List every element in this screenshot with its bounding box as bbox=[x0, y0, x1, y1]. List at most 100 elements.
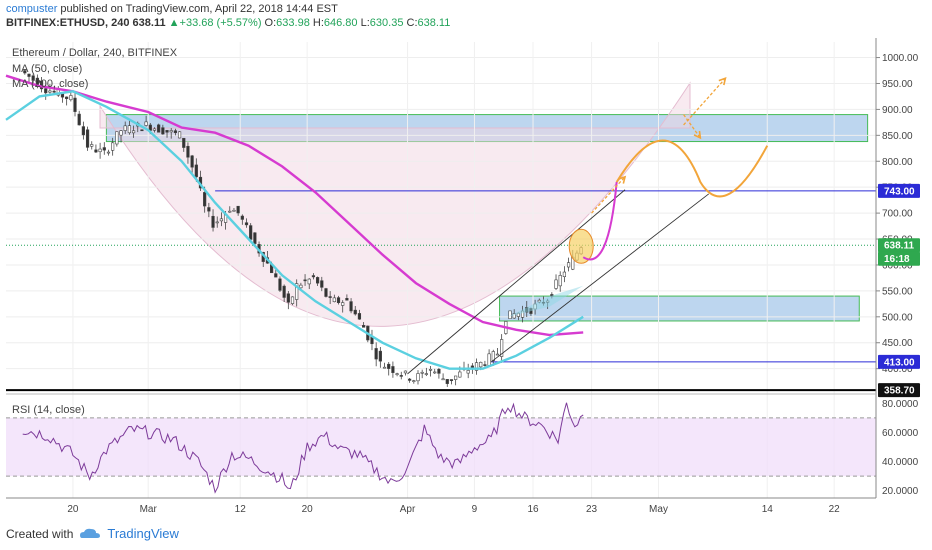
open-value: 633.98 bbox=[276, 17, 310, 29]
projection-orange bbox=[615, 139, 769, 198]
channel-upper-line bbox=[407, 189, 626, 375]
candle-body bbox=[236, 205, 240, 214]
candle-body bbox=[357, 313, 362, 320]
candle-body bbox=[341, 302, 345, 306]
rsi-line bbox=[22, 402, 584, 494]
candle-body bbox=[85, 129, 90, 148]
symbol-label: BITFINEX:ETHUSD, 240 bbox=[6, 17, 130, 29]
price-change: +33.68 (+5.57%) bbox=[179, 17, 262, 29]
candle-body bbox=[295, 283, 299, 300]
candle-body bbox=[382, 366, 387, 369]
price-tag-label-1: 16:18 bbox=[884, 254, 910, 265]
candle-body bbox=[48, 90, 52, 93]
candle-body bbox=[228, 210, 232, 213]
high-label: H: bbox=[312, 17, 324, 29]
candle-body bbox=[374, 348, 378, 360]
candle-body bbox=[194, 164, 198, 178]
candle-body bbox=[215, 221, 219, 224]
price-tick-label-10: 900.00 bbox=[882, 105, 913, 116]
time-tick-label-1: Mar bbox=[140, 504, 158, 515]
time-tick-label-5: 9 bbox=[472, 504, 478, 515]
candle-body bbox=[433, 371, 437, 374]
candle-body bbox=[182, 137, 186, 148]
author-link[interactable]: compuster bbox=[6, 3, 58, 15]
candle-body bbox=[332, 297, 336, 303]
projection-arrow-0 bbox=[591, 176, 626, 214]
time-tick-label-9: 14 bbox=[762, 504, 774, 515]
rsi-layer bbox=[6, 402, 876, 494]
candle-body bbox=[253, 232, 257, 244]
candle-body bbox=[69, 95, 73, 101]
price-tick-label-12: 1000.00 bbox=[882, 53, 919, 64]
projection-arrowhead-2 bbox=[693, 130, 702, 140]
price-tick-label-2: 500.00 bbox=[882, 312, 913, 323]
last-price: 638.11 bbox=[132, 17, 166, 29]
candle-body bbox=[249, 225, 253, 240]
price-tick-label-8: 800.00 bbox=[882, 157, 913, 168]
candle-body bbox=[353, 309, 357, 315]
price-tag-label-0: 638.11 bbox=[884, 241, 914, 252]
candle-body bbox=[278, 278, 282, 291]
candle-body bbox=[320, 280, 324, 288]
price-tag-bg-4 bbox=[878, 383, 920, 398]
price-tick-label-0: 400.00 bbox=[882, 364, 913, 375]
candle-body bbox=[161, 127, 165, 135]
candle-body bbox=[65, 96, 69, 100]
price-tag-bg-0 bbox=[878, 238, 920, 253]
candle-body bbox=[127, 125, 131, 134]
price-tag-bg-2 bbox=[878, 183, 920, 198]
channel-highlight bbox=[507, 285, 584, 317]
projection-arrowhead-1 bbox=[718, 77, 727, 86]
candle-layer bbox=[23, 69, 583, 387]
candle-body bbox=[177, 131, 182, 139]
candle-body bbox=[290, 296, 295, 304]
candle-body bbox=[299, 284, 303, 289]
time-tick-label-6: 16 bbox=[527, 504, 539, 515]
candle-body bbox=[81, 126, 85, 136]
candle-body bbox=[454, 375, 458, 380]
candle-body bbox=[190, 155, 194, 168]
candle-body bbox=[119, 130, 123, 136]
candle-body bbox=[328, 296, 332, 298]
candle-body bbox=[240, 215, 244, 220]
candle-body bbox=[173, 130, 177, 134]
candle-body bbox=[211, 215, 215, 228]
tradingview-brand[interactable]: TradingView bbox=[107, 526, 179, 541]
chart-canvas[interactable]: 400.00450.00500.00550.00600.00650.00700.… bbox=[0, 38, 932, 520]
time-tick-label-8: May bbox=[649, 504, 668, 515]
projection-arrowhead-0 bbox=[618, 175, 627, 184]
rsi-tick-label-2: 60.0000 bbox=[882, 428, 919, 439]
publisher-line: compuster published on TradingView.com, … bbox=[6, 2, 450, 16]
candle-body bbox=[324, 288, 328, 297]
candle-body bbox=[495, 353, 500, 356]
candle-body bbox=[27, 73, 31, 77]
candle-body bbox=[403, 370, 408, 374]
price-tick-label-9: 850.00 bbox=[882, 131, 913, 142]
candle-body bbox=[437, 368, 441, 374]
candle-body bbox=[474, 362, 479, 371]
candle-body bbox=[336, 297, 341, 304]
axes-layer: 400.00450.00500.00550.00600.00650.00700.… bbox=[6, 38, 920, 515]
candle-body bbox=[445, 379, 449, 384]
candle-body bbox=[282, 285, 286, 298]
low-value: 630.35 bbox=[369, 17, 404, 29]
candle-body bbox=[558, 275, 562, 287]
candle-body bbox=[428, 369, 433, 371]
candle-body bbox=[244, 222, 249, 226]
candle-body bbox=[111, 142, 115, 151]
candle-body bbox=[219, 218, 224, 222]
candle-body bbox=[412, 380, 416, 382]
candle-body bbox=[378, 350, 382, 362]
candle-body bbox=[307, 278, 311, 285]
up-arrow-icon: ▲ bbox=[168, 17, 180, 29]
rsi-title: RSI (14, close) bbox=[12, 404, 85, 416]
candle-body bbox=[512, 313, 516, 319]
candle-body bbox=[131, 130, 136, 134]
time-tick-label-0: 20 bbox=[67, 504, 79, 515]
candle-body bbox=[387, 363, 391, 369]
drawing-layer bbox=[407, 77, 769, 375]
footer: Created with TradingView bbox=[6, 526, 179, 541]
candle-body bbox=[106, 151, 111, 154]
candle-body bbox=[508, 310, 512, 320]
candle-body bbox=[44, 88, 48, 94]
